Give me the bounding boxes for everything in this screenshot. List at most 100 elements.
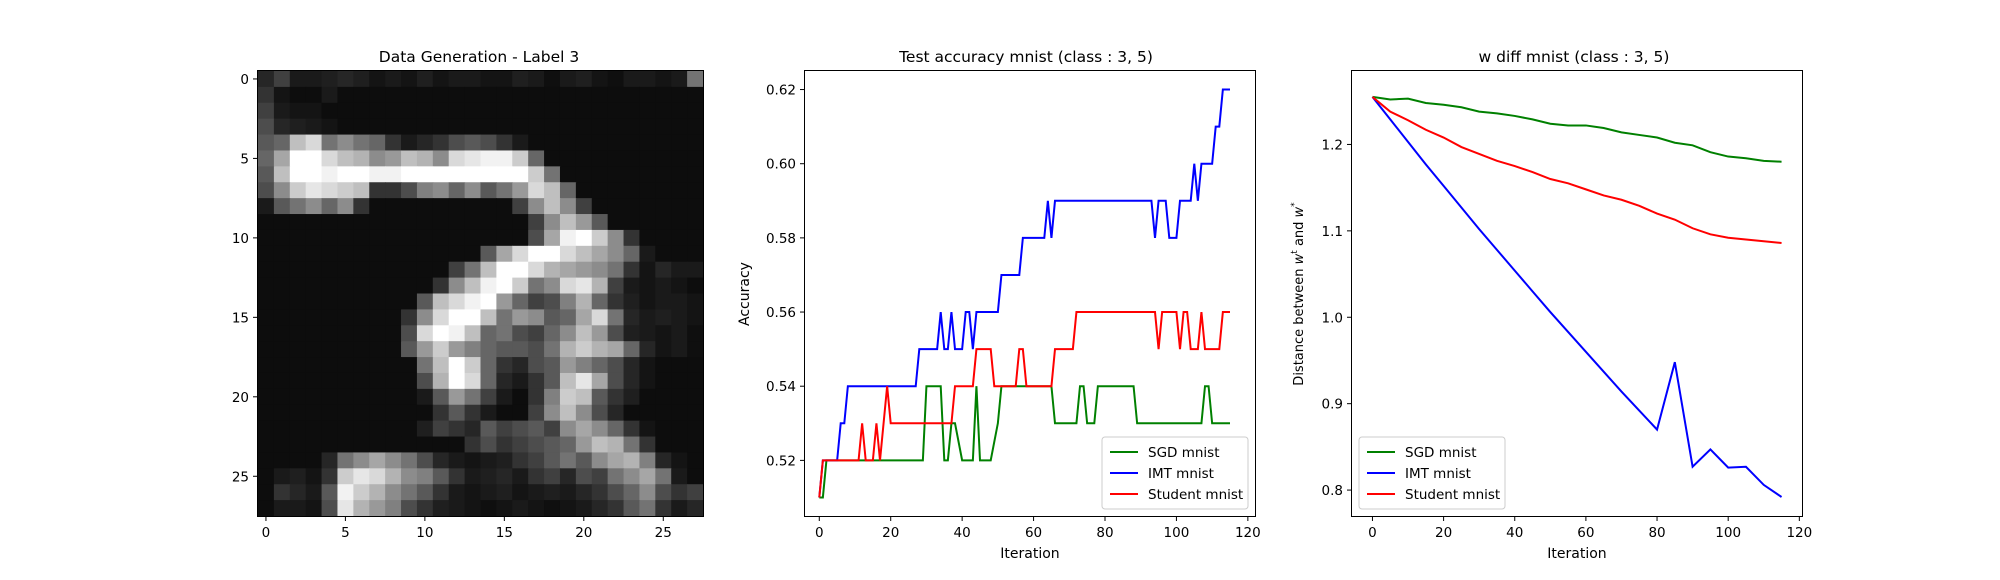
pixel-cell — [258, 71, 275, 88]
panel-test-accuracy: Test accuracy mnist (class : 3, 5) 0 20 40… — [737, 48, 1261, 562]
pixel-cell — [337, 245, 354, 263]
panel-3-x-axis: 0 20 40 60 80 100 120 — [1368, 516, 1812, 541]
pixel-cell — [353, 166, 370, 183]
pixel-cell — [671, 71, 688, 88]
pixel-cell — [401, 420, 418, 438]
pixel-cell — [687, 420, 704, 438]
pixel-cell — [512, 261, 529, 279]
pixel-cell — [496, 166, 513, 183]
pixel-cell — [671, 452, 688, 469]
pixel-cell — [385, 420, 402, 438]
pixel-cell — [273, 404, 291, 422]
pixel-cell — [655, 229, 672, 247]
pixel-cell — [544, 71, 561, 88]
pixel-cell — [416, 261, 434, 279]
pixel-cell — [289, 357, 307, 374]
series-line-2 — [818, 88, 1230, 498]
pixel-cell — [623, 134, 641, 152]
pixel-cell — [401, 388, 418, 406]
pixel-cell — [305, 500, 323, 517]
pixel-cell — [464, 341, 482, 358]
pixel-cell — [671, 134, 688, 152]
pixel-cell — [496, 484, 513, 501]
pixel-cell — [273, 118, 291, 136]
pixel-cell — [544, 452, 561, 469]
pixel-cell — [480, 357, 497, 374]
pixel-cell — [432, 309, 450, 326]
pixel-cell — [480, 388, 497, 406]
pixel-cell — [512, 134, 529, 152]
panel-3-x-label: Iteration — [1547, 546, 1606, 562]
pixel-cell — [528, 420, 545, 438]
pixel-cell — [496, 102, 513, 120]
pixel-cell — [432, 134, 450, 152]
pixel-cell — [464, 404, 482, 422]
pixel-cell — [496, 357, 513, 374]
pixel-cell — [687, 436, 704, 454]
pixel-cell — [353, 468, 370, 485]
pixel-cell — [639, 71, 656, 88]
pixel-cell — [337, 214, 354, 231]
pixel-cell — [337, 341, 354, 358]
pixel-cell — [321, 229, 339, 247]
pixel-cell — [639, 388, 656, 406]
pixel-cell — [432, 500, 450, 517]
pixel-cell — [432, 293, 450, 310]
pixel-cell — [258, 86, 275, 104]
pixel-cell — [464, 309, 482, 326]
pixel-cell — [369, 325, 386, 342]
pixel-cell — [496, 468, 513, 485]
pixel-cell — [369, 293, 386, 310]
pixel-cell — [321, 277, 339, 295]
pixel-cell — [321, 372, 339, 390]
pixel-cell — [528, 261, 545, 279]
pixel-cell — [655, 71, 672, 88]
pixel-cell — [687, 214, 704, 231]
pixel-cell — [687, 388, 704, 406]
pixel-cell — [448, 245, 466, 263]
pixel-cell — [289, 293, 307, 310]
pixel-cell — [528, 436, 545, 454]
pixel-cell — [655, 261, 672, 279]
pixel-cell — [591, 357, 609, 374]
pixel-cell — [258, 293, 275, 310]
pixel-cell — [655, 484, 672, 501]
pixel-cell — [687, 357, 704, 374]
pixel-cell — [528, 500, 545, 517]
pixel-cell — [575, 404, 593, 422]
pixel-cell — [639, 341, 656, 358]
pixel-cell — [544, 372, 561, 390]
y-tick-label: 20 — [232, 390, 249, 406]
pixel-cell — [337, 261, 354, 279]
pixel-cell — [671, 182, 688, 199]
pixel-cell — [655, 134, 672, 152]
pixel-cell — [575, 388, 593, 406]
pixel-cell — [496, 277, 513, 295]
pixel-cell — [512, 341, 529, 358]
pixel-cell — [321, 182, 339, 199]
pixel-cell — [528, 309, 545, 326]
pixel-cell — [289, 277, 307, 295]
pixel-cell — [448, 166, 466, 183]
pixel-cell — [496, 86, 513, 104]
pixel-cell — [671, 118, 688, 136]
pixel-cell — [321, 484, 339, 501]
pixel-cell — [432, 452, 450, 469]
pixel-cell — [416, 102, 434, 120]
pixel-cell — [575, 452, 593, 469]
pixel-cell — [385, 245, 402, 263]
pixel-cell — [591, 182, 609, 199]
pixel-cell — [528, 134, 545, 152]
pixel-cell — [512, 198, 529, 215]
pixel-cell — [305, 118, 323, 136]
pixel-cell — [273, 261, 291, 279]
pixel-cell — [591, 229, 609, 247]
pixel-cell — [416, 86, 434, 104]
y-tick-label: 1.1 — [1322, 224, 1343, 240]
pixel-cell — [623, 436, 641, 454]
pixel-cell — [559, 245, 577, 263]
pixel-cell — [464, 420, 482, 438]
pixel-cell — [385, 118, 402, 136]
pixel-cell — [337, 182, 354, 199]
pixel-cell — [337, 229, 354, 247]
